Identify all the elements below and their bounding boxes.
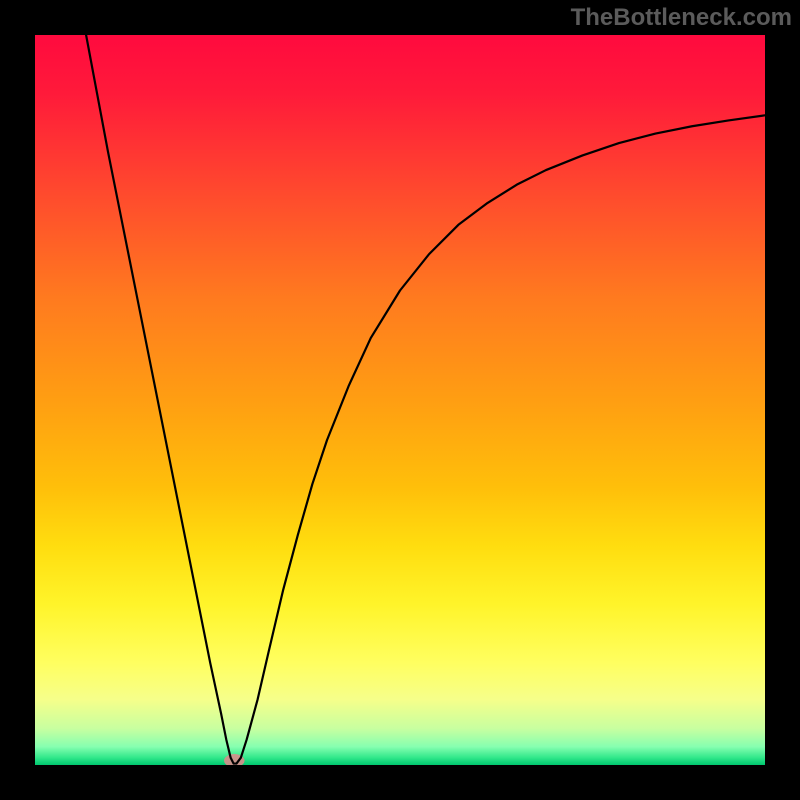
bottleneck-chart (0, 0, 800, 800)
chart-background (35, 35, 765, 765)
watermark-text: TheBottleneck.com (571, 4, 792, 32)
chart-frame: TheBottleneck.com (0, 0, 800, 800)
